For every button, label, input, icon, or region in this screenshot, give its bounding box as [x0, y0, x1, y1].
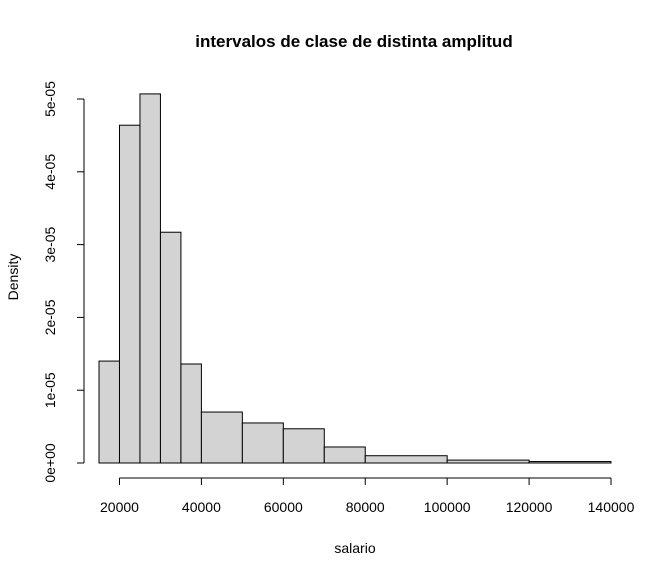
x-tick-label: 20000: [100, 499, 139, 515]
histogram-bar: [241, 422, 284, 464]
histogram-bar: [323, 446, 366, 464]
y-axis-label: Density: [5, 254, 21, 301]
y-tick-label: 2e-05: [42, 299, 58, 335]
x-tick-label: 100000: [424, 499, 471, 515]
histogram-bar: [98, 360, 120, 464]
x-tick-label: 40000: [182, 499, 221, 515]
y-tick-label: 5e-05: [42, 81, 58, 117]
histogram-bar: [446, 459, 530, 464]
x-tick-label: 60000: [264, 499, 303, 515]
x-axis-label: salario: [334, 540, 375, 556]
histogram-bar: [282, 428, 325, 464]
y-tick-label: 4e-05: [42, 154, 58, 190]
histogram-bar: [159, 231, 182, 464]
histogram-bar: [364, 455, 448, 464]
histogram-bar: [180, 363, 202, 464]
bars-group: [98, 93, 612, 464]
x-tick-label: 140000: [588, 499, 635, 515]
y-tick-label: 0e+00: [42, 443, 58, 483]
histogram-bar: [139, 93, 161, 464]
histogram-bar: [200, 411, 243, 464]
chart-title: intervalos de clase de distinta amplitud: [195, 32, 512, 51]
x-tick-label: 80000: [346, 499, 385, 515]
histogram-bar: [528, 461, 612, 464]
y-axis: 0e+00 1e-05 2e-05 3e-05 4e-05 5e-05: [42, 81, 85, 483]
x-axis: 20000 40000 60000 80000 100000 120000 140000: [100, 477, 635, 515]
histogram-bar: [118, 124, 141, 464]
y-tick-label: 3e-05: [42, 226, 58, 262]
x-tick-label: 120000: [506, 499, 553, 515]
y-tick-label: 1e-05: [42, 372, 58, 408]
